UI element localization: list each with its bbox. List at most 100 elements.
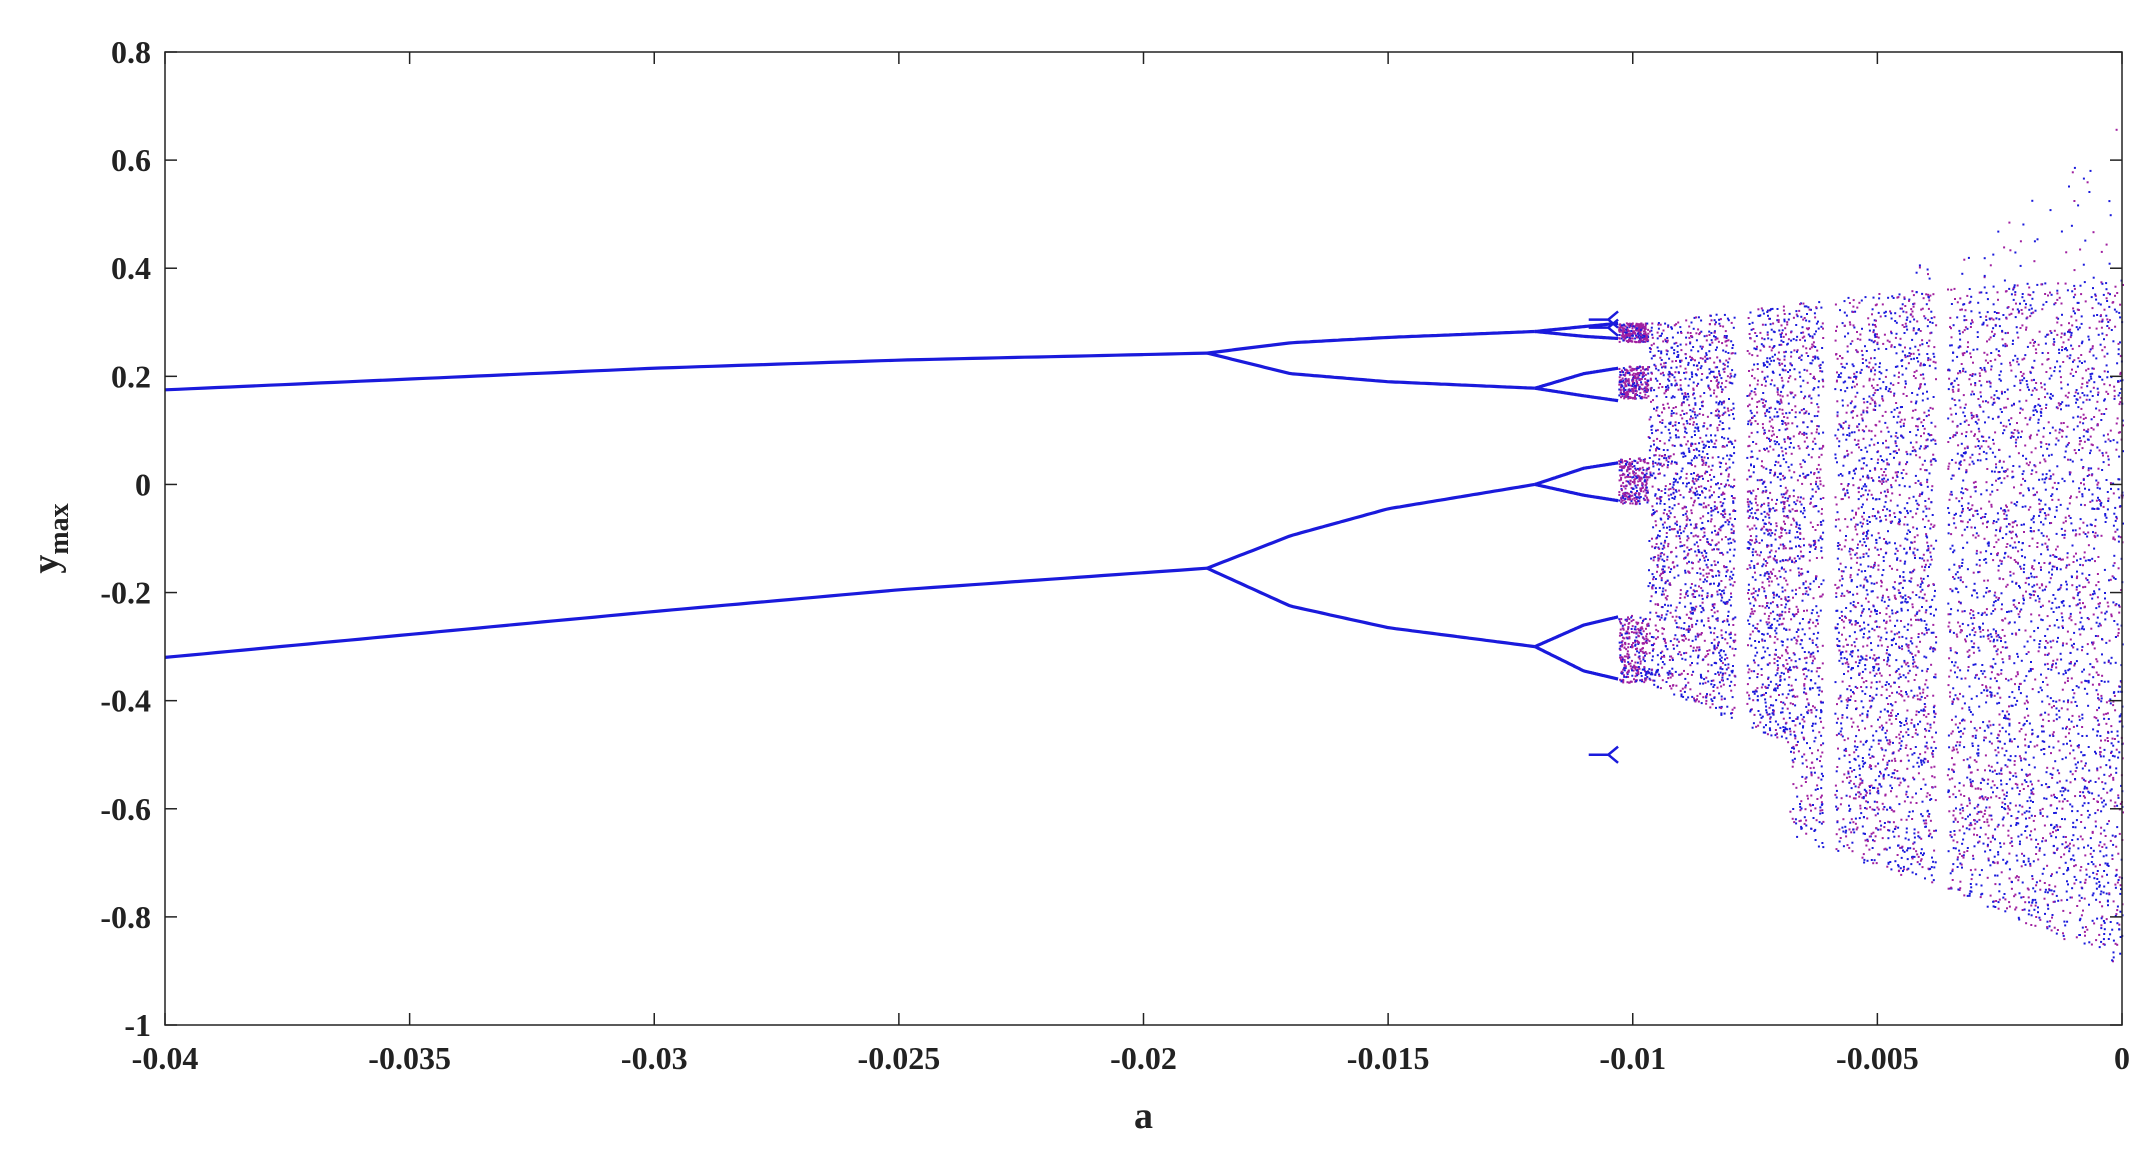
chaos-point — [1707, 541, 1709, 544]
chaos-point — [2016, 422, 2018, 424]
chaos-point — [1819, 806, 1822, 809]
chaos-point — [1799, 496, 1802, 499]
chaos-point — [1725, 335, 1728, 337]
chaos-point — [1986, 694, 1989, 697]
chaos-point — [1674, 434, 1677, 437]
chaos-point — [1952, 631, 1955, 634]
chaos-point — [1956, 635, 1959, 638]
chaos-point — [2056, 407, 2059, 410]
chaos-point — [1930, 317, 1933, 320]
chaos-point — [1811, 488, 1814, 491]
chaos-point — [1966, 294, 1969, 297]
chaos-point — [1891, 476, 1894, 479]
chaos-point — [2067, 868, 2070, 871]
chaos-point — [1963, 795, 1966, 797]
chaos-point — [1715, 483, 1717, 486]
chaos-point — [2020, 608, 2023, 611]
chaos-point — [2048, 734, 2051, 737]
chaos-point — [1962, 492, 1965, 495]
chaos-point — [2075, 496, 2078, 499]
chaos-point — [1773, 509, 1776, 512]
chaos-point — [1789, 730, 1792, 733]
chaos-point — [1987, 837, 1990, 840]
chaos-point — [1866, 474, 1869, 477]
chaos-point — [1820, 765, 1823, 768]
chaos-point — [2091, 499, 2094, 502]
chaos-point — [2088, 326, 2091, 329]
chaos-point — [1722, 650, 1725, 653]
chaos-point — [2031, 783, 2033, 786]
chaos-point — [1667, 428, 1670, 431]
chaos-point — [2022, 594, 2025, 597]
chaos-point — [1906, 509, 1909, 512]
chaos-point — [1751, 354, 1754, 357]
chaos-point — [2001, 466, 2004, 469]
chaos-point — [1909, 548, 1911, 551]
chaos-point — [1971, 713, 1974, 716]
chaos-point — [1998, 636, 2001, 639]
chaos-point — [1702, 609, 1705, 612]
chaos-point — [1701, 440, 1704, 443]
chaos-point — [1696, 493, 1699, 496]
chaos-point — [1915, 665, 1917, 668]
chaos-point — [2025, 328, 2027, 331]
chaos-point — [1842, 620, 1845, 623]
chaos-point — [1714, 323, 1717, 326]
chaos-point — [1682, 695, 1685, 698]
chaos-point — [1779, 575, 1782, 578]
chaos-point — [1970, 383, 1972, 386]
chaos-point — [2037, 843, 2040, 845]
chaos-point — [2079, 284, 2082, 287]
chaos-point — [1917, 479, 1920, 482]
chaos-point — [2090, 943, 2093, 946]
chaos-point — [2077, 744, 2080, 747]
chaos-point — [1666, 341, 1669, 344]
chaos-point — [2093, 877, 2096, 880]
chaos-point — [1894, 365, 1897, 368]
chaos-point — [1733, 375, 1736, 378]
chaos-point — [1699, 558, 1701, 561]
chaos-point — [1851, 386, 1853, 389]
chaos-point — [1904, 322, 1907, 325]
chaos-point — [1760, 505, 1763, 508]
chaos-point — [1699, 357, 1702, 360]
chaos-point — [1747, 589, 1750, 591]
chaos-point — [2031, 537, 2034, 540]
chaos-point — [2103, 346, 2106, 349]
chaos-point — [1899, 337, 1902, 340]
chaos-point — [1844, 539, 1847, 542]
chaos-point — [1986, 821, 1989, 824]
chaos-point — [2113, 554, 2116, 557]
chaos-point — [1693, 472, 1695, 475]
chaos-point — [1665, 386, 1667, 388]
chaos-point — [1661, 419, 1664, 422]
chaos-point — [1949, 325, 1951, 328]
chaos-point — [1888, 846, 1891, 849]
chaos-point — [1921, 463, 1924, 466]
chaos-point — [1733, 478, 1736, 481]
chaos-point — [1753, 340, 1756, 343]
chaos-point — [1695, 590, 1698, 593]
chaos-point — [1869, 402, 1872, 405]
chaos-point — [1717, 403, 1720, 406]
chaos-point — [1658, 586, 1661, 589]
chaos-point — [1793, 519, 1796, 522]
chaos-point — [1704, 681, 1707, 684]
chaos-point — [1708, 334, 1711, 336]
chaos-point — [1976, 422, 1979, 425]
chaos-point — [1862, 797, 1865, 800]
chaos-point — [1864, 761, 1867, 764]
chaos-point — [1894, 552, 1897, 555]
chaos-point — [1727, 352, 1730, 354]
chaos-point — [2088, 875, 2091, 878]
chaos-point — [1863, 430, 1866, 433]
chaos-point — [1717, 548, 1720, 551]
chaos-point — [2005, 717, 2007, 720]
chaos-point — [2075, 370, 2077, 373]
chaos-point — [1753, 541, 1756, 544]
chaos-point — [1722, 679, 1724, 682]
chaos-point — [1895, 452, 1898, 454]
chaos-point — [1967, 766, 1970, 769]
chaos-point — [1751, 397, 1754, 400]
chaos-point — [1868, 377, 1871, 380]
